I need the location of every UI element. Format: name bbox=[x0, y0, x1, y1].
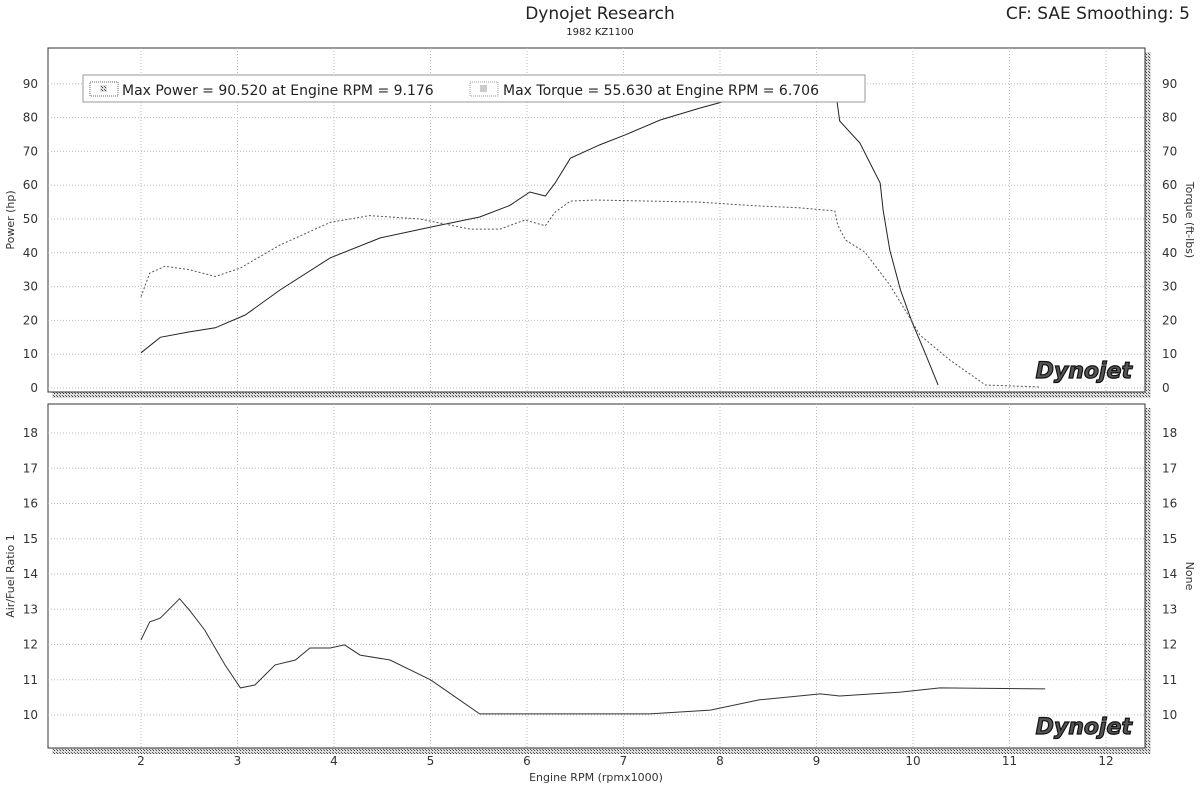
y-tick-label: 40 bbox=[23, 246, 38, 260]
y-tick-label: 11 bbox=[23, 673, 38, 687]
x-tick-label: 7 bbox=[620, 754, 628, 768]
y-tick-label: 13 bbox=[23, 602, 38, 616]
correction-factor-label: CF: SAE Smoothing: 5 bbox=[1005, 4, 1190, 24]
y-tick-label: 50 bbox=[23, 212, 38, 226]
legend-item-torque: Max Torque = 55.630 at Engine RPM = 6.70… bbox=[503, 83, 819, 99]
y2-tick-label: 80 bbox=[1162, 111, 1177, 125]
y2-tick-label: 16 bbox=[1162, 497, 1177, 511]
y-tick-label: 60 bbox=[23, 178, 38, 192]
y-tick-label: 10 bbox=[23, 708, 38, 722]
y-tick-label: 16 bbox=[23, 497, 38, 511]
x-tick-label: 10 bbox=[905, 754, 920, 768]
y-tick-label: 90 bbox=[23, 77, 38, 91]
x-tick-label: 5 bbox=[427, 754, 435, 768]
x-tick-label: 9 bbox=[813, 754, 821, 768]
y-tick-label: 20 bbox=[23, 313, 38, 327]
y2-tick-label: 17 bbox=[1162, 461, 1177, 475]
x-tick-label: 8 bbox=[716, 754, 724, 768]
y-tick-label: 14 bbox=[23, 567, 38, 581]
x-axis-label: Engine RPM (rpmx1000) bbox=[529, 771, 663, 784]
y-tick-label: 18 bbox=[23, 426, 38, 440]
x-tick-label: 4 bbox=[330, 754, 338, 768]
y-tick-label: 70 bbox=[23, 144, 38, 158]
y-tick-label: 15 bbox=[23, 532, 38, 546]
x-tick-label: 6 bbox=[523, 754, 531, 768]
legend-swatch-torque-marker bbox=[480, 85, 487, 92]
plot-frame-shadow bbox=[52, 390, 1151, 398]
y-tick-label: 10 bbox=[23, 347, 38, 361]
y2-tick-label: 0 bbox=[1162, 381, 1170, 395]
y2-axis-label: Torque (ft-lbs) bbox=[1183, 181, 1196, 258]
plot-frame-shadow bbox=[52, 746, 1151, 754]
y-tick-label: 80 bbox=[23, 111, 38, 125]
y-axis-label: Air/Fuel Ratio 1 bbox=[4, 534, 17, 618]
chart-title: Dynojet Research bbox=[525, 4, 675, 24]
plot-area bbox=[47, 403, 1146, 749]
y2-tick-label: 60 bbox=[1162, 178, 1177, 192]
chart-subtitle: 1982 KZ1100 bbox=[566, 27, 634, 38]
y2-tick-label: 50 bbox=[1162, 212, 1177, 226]
x-tick-label: 2 bbox=[137, 754, 145, 768]
y2-tick-label: 12 bbox=[1162, 638, 1177, 652]
y2-tick-label: 40 bbox=[1162, 246, 1177, 260]
y2-tick-label: 11 bbox=[1162, 673, 1177, 687]
y2-tick-label: 15 bbox=[1162, 532, 1177, 546]
afr-line bbox=[140, 597, 1046, 715]
legend-swatch-power-marker bbox=[100, 85, 107, 92]
y2-tick-label: 13 bbox=[1162, 602, 1177, 616]
y-tick-label: 12 bbox=[23, 638, 38, 652]
y2-tick-label: 30 bbox=[1162, 280, 1177, 294]
y-axis-label: Power (hp) bbox=[4, 190, 17, 249]
dynojet-logo: Dynojet bbox=[1036, 715, 1134, 740]
power-line bbox=[140, 81, 939, 386]
y-tick-label: 17 bbox=[23, 461, 38, 475]
plot-frame-shadow bbox=[1143, 408, 1151, 754]
y2-tick-label: 10 bbox=[1162, 708, 1177, 722]
dynojet-logo: Dynojet bbox=[1036, 359, 1134, 384]
y2-tick-label: 90 bbox=[1162, 77, 1177, 91]
plot-frame-shadow bbox=[1143, 52, 1151, 398]
legend-item-power: Max Power = 90.520 at Engine RPM = 9.176 bbox=[122, 83, 434, 99]
y2-tick-label: 10 bbox=[1162, 347, 1177, 361]
y-tick-label: 30 bbox=[23, 280, 38, 294]
y2-tick-label: 20 bbox=[1162, 313, 1177, 327]
plot-area bbox=[47, 47, 1146, 393]
y-tick-label: 0 bbox=[30, 381, 38, 395]
y2-tick-label: 70 bbox=[1162, 144, 1177, 158]
x-tick-label: 3 bbox=[234, 754, 242, 768]
x-tick-label: 12 bbox=[1098, 754, 1113, 768]
y2-axis-label: None bbox=[1183, 562, 1196, 591]
y2-tick-label: 18 bbox=[1162, 426, 1177, 440]
y2-tick-label: 14 bbox=[1162, 567, 1177, 581]
x-tick-label: 11 bbox=[1002, 754, 1017, 768]
